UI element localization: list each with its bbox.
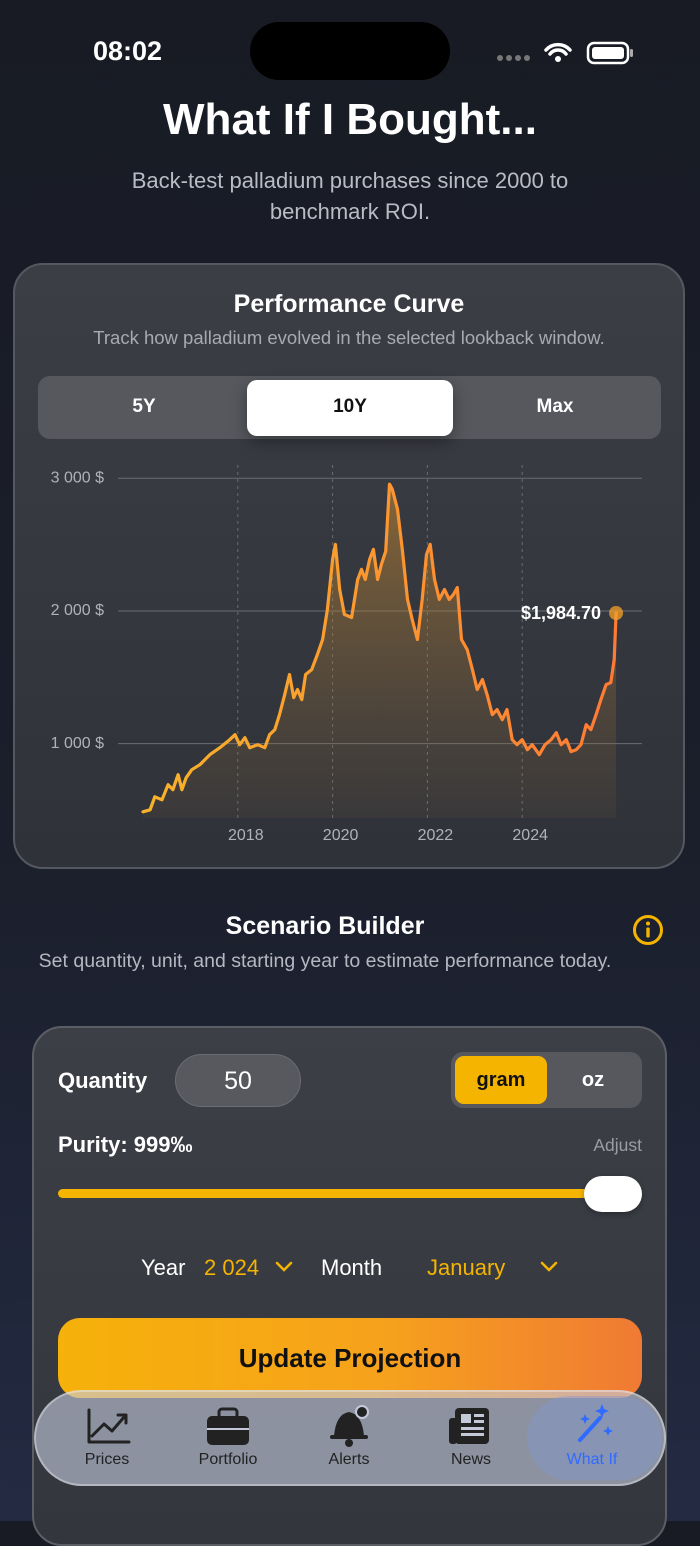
area-fill	[143, 484, 617, 818]
range-option[interactable]: 10Y	[333, 396, 367, 417]
scenario-subtitle: Set quantity, unit, and starting year to…	[38, 950, 612, 972]
quantity-label: Quantity	[58, 1068, 148, 1093]
adjust-link[interactable]: Adjust	[593, 1135, 642, 1155]
purity-label: Purity: 999‰	[58, 1132, 193, 1157]
range-option[interactable]: Max	[536, 396, 574, 417]
range-selected	[247, 380, 453, 436]
last-point	[609, 606, 624, 621]
unit-option[interactable]: gram	[455, 1056, 547, 1104]
x-tick-label: 2020	[323, 827, 359, 844]
quantity-input[interactable]: 50	[175, 1054, 301, 1107]
tab-label[interactable]: What If	[566, 1451, 618, 1468]
status-time: 08:02	[93, 36, 163, 66]
status-icons	[497, 41, 633, 65]
page-subtitle: Back-test palladium purchases since 2000…	[131, 168, 569, 224]
x-tick-label: 2018	[228, 827, 264, 844]
tab-icons	[87, 1404, 613, 1447]
tab-label[interactable]: Alerts	[328, 1451, 370, 1468]
chevron	[540, 1261, 558, 1272]
y-tick-label: 3 000 $	[51, 469, 104, 486]
tab-label[interactable]: Prices	[84, 1451, 130, 1468]
y-tick-label: 2 000 $	[51, 602, 104, 619]
chevron	[275, 1261, 293, 1272]
purity-slider-track	[58, 1189, 618, 1198]
month-picker[interactable]: January	[427, 1255, 506, 1280]
chart: 1 000 $ 2 000 $ 3 000 $ 2018 2020 2022 2024 $1,…	[51, 465, 642, 844]
tab-label[interactable]: Portfolio	[198, 1451, 258, 1468]
x-tick-label: 2022	[418, 827, 454, 844]
update-button[interactable]: Update Projection	[58, 1318, 642, 1398]
dynamic-island	[250, 22, 450, 80]
scenario-title: Scenario Builder	[225, 912, 425, 940]
page-title: What If I Bought...	[163, 95, 537, 144]
year-picker[interactable]: 2 024	[204, 1255, 260, 1280]
last-value-label: $1,984.70	[521, 603, 601, 623]
card-subtitle: Track how palladium evolved in the selec…	[93, 327, 605, 348]
info-button[interactable]	[632, 914, 664, 946]
purity-slider-knob[interactable]	[584, 1176, 642, 1212]
x-tick-label: 2024	[512, 827, 548, 844]
price-line	[141, 482, 618, 814]
tab-selected	[527, 1396, 662, 1480]
y-tick-label: 1 000 $	[51, 735, 104, 752]
range-option[interactable]: 5Y	[132, 396, 156, 417]
month-label: Month	[321, 1255, 383, 1280]
unit-option[interactable]: oz	[581, 1069, 605, 1091]
tab-label[interactable]: News	[450, 1451, 491, 1468]
year-label: Year	[141, 1255, 186, 1280]
card-title: Performance Curve	[233, 290, 465, 318]
